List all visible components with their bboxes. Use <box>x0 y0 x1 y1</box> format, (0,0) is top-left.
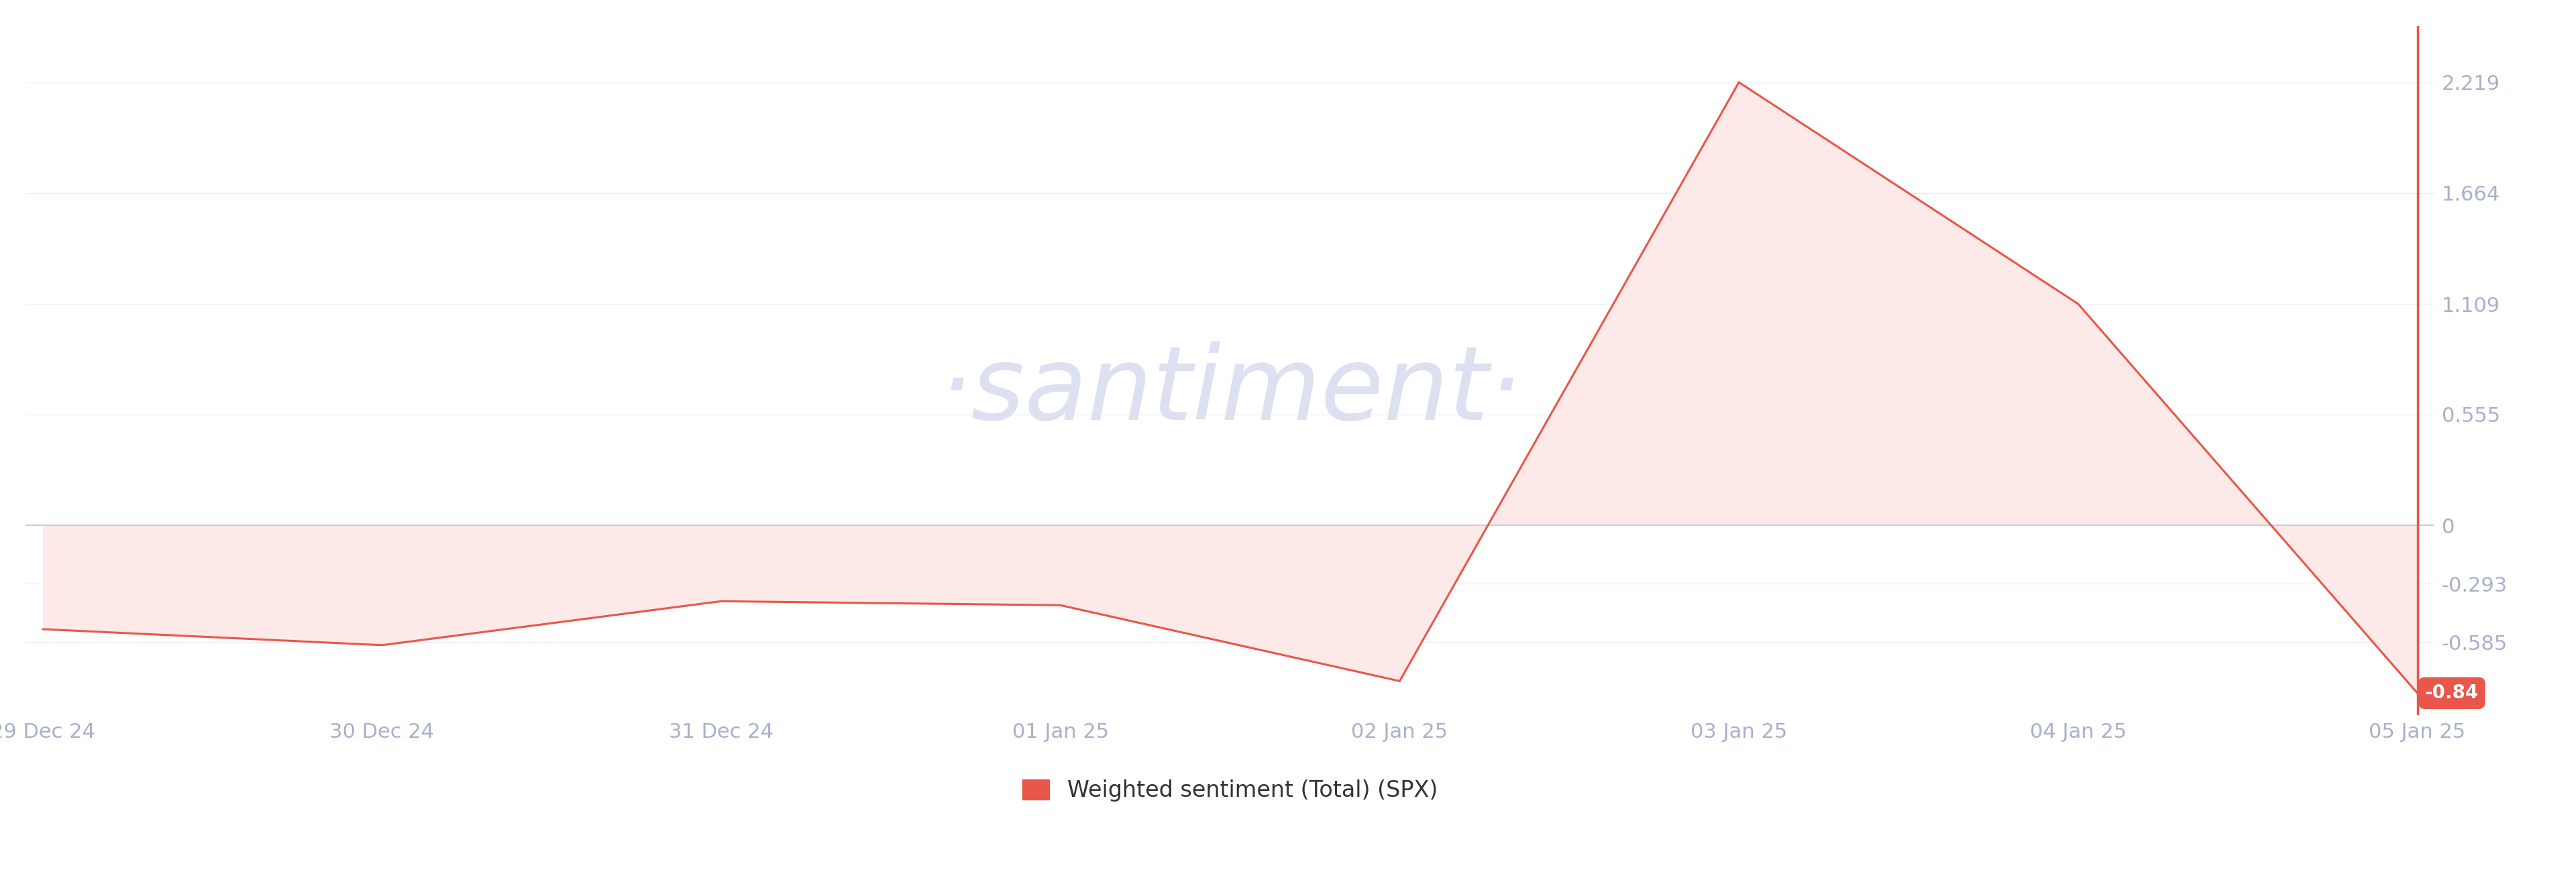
Text: -0.84: -0.84 <box>2424 684 2478 703</box>
Legend: Weighted sentiment (Total) (SPX): Weighted sentiment (Total) (SPX) <box>1012 770 1448 811</box>
Text: ·santiment·: ·santiment· <box>938 341 1522 441</box>
